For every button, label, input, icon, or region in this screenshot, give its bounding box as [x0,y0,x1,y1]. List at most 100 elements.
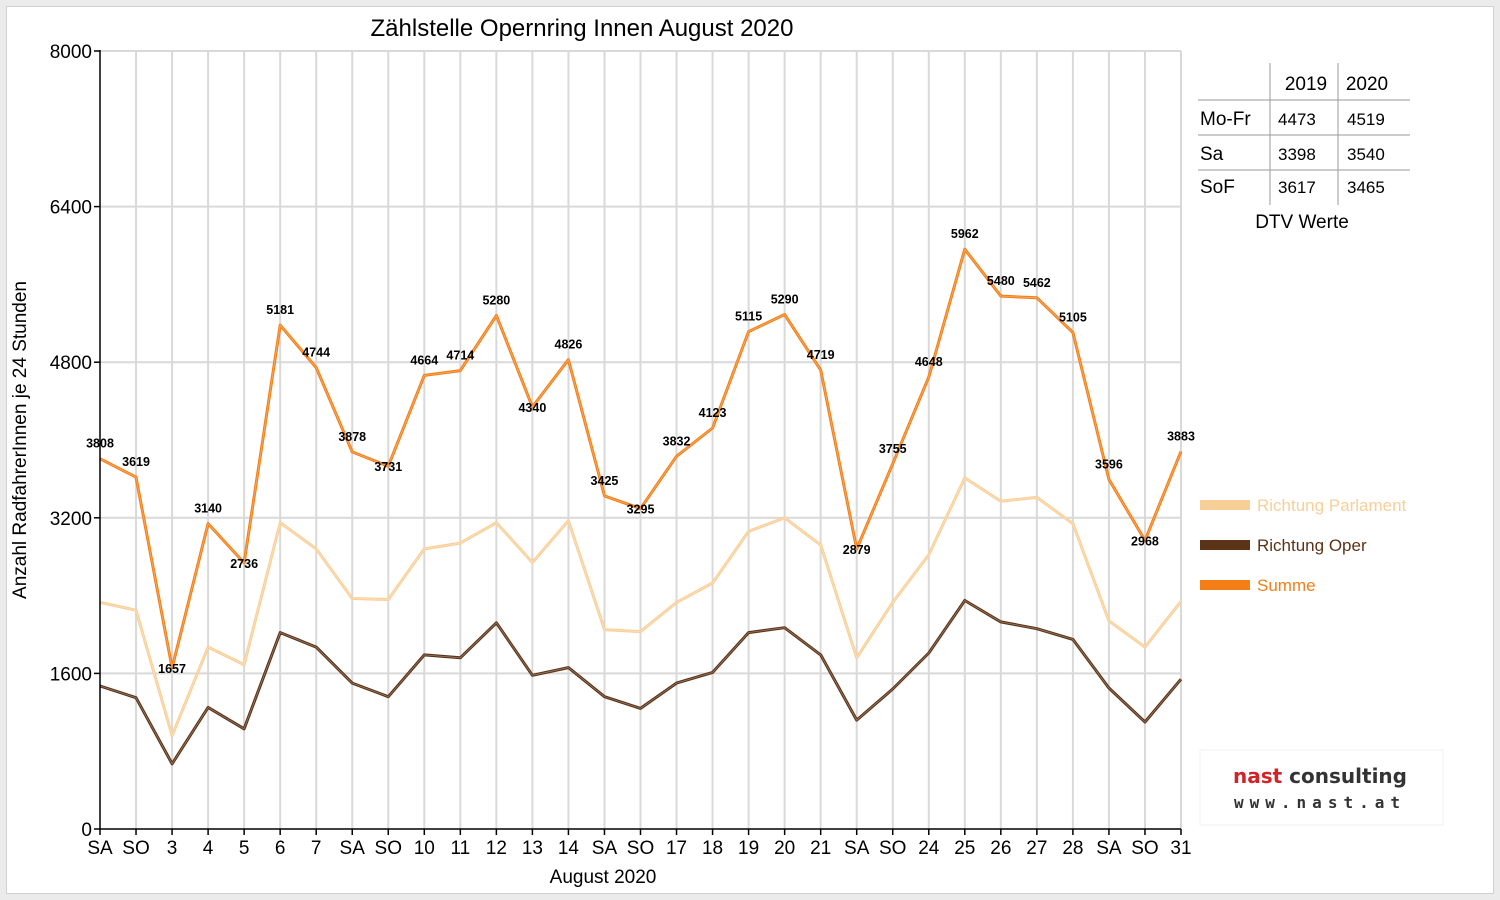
data-label: 4340 [518,401,546,415]
data-label: 3295 [627,503,655,517]
data-label: 5181 [266,303,294,317]
grid-layer [100,50,1182,829]
x-tick-label: SO [879,838,906,859]
data-label: 3140 [194,502,222,516]
y-axis-label: Anzahl RadfahrerInnen je 24 Stunden [10,281,31,599]
data-label: 4744 [302,346,330,360]
x-tick-label: SA [592,838,618,859]
dtv-row-label: Sa [1200,144,1224,165]
x-tick-label: 18 [702,838,723,859]
x-tick-label: SO [627,838,654,859]
x-tick-label: SA [340,838,366,859]
series-line-1 [99,599,1183,766]
data-label: 5115 [735,310,762,324]
x-tick-label: 27 [1026,838,1047,859]
series-highlight-0 [99,477,1182,737]
y-tick-labels: 0 1600 3200 4800 6400 8000 [50,42,92,841]
legend-swatch [1200,580,1250,590]
data-label: 3832 [663,434,691,448]
x-tick-label: 5 [239,838,250,859]
x-tick-label: 24 [918,838,940,859]
legend: Richtung Parlament Richtung Oper Summe [1200,496,1407,595]
data-label: 3808 [86,437,114,451]
chart-frame [6,6,1494,894]
x-tick-label: SO [375,838,402,859]
data-label: 3755 [879,442,907,456]
data-label: 4826 [555,338,583,352]
data-label: 4714 [446,349,474,363]
logo-consulting-text: consulting [1282,764,1407,788]
data-label: 4664 [410,353,438,367]
x-axis-label: August 2020 [550,867,657,888]
x-tick-label: 20 [774,838,795,859]
x-tick-label: 4 [203,838,214,859]
x-tick-label: 13 [522,838,543,859]
y-tick-label: 1600 [50,664,92,685]
legend-label: Summe [1257,576,1316,595]
data-label: 4719 [807,348,835,362]
dtv-row-label: SoF [1200,177,1235,198]
x-tick-label: 11 [450,838,470,859]
data-label: 3596 [1095,457,1123,471]
series-highlight-1 [99,599,1182,765]
x-tick-label: SO [1131,838,1158,859]
data-label: 2879 [843,543,871,557]
y-tick-label: 3200 [50,509,92,530]
data-label: 3731 [374,460,402,474]
x-tick-label: 14 [558,838,580,859]
x-tick-label: 7 [311,838,322,859]
logo-nast-text: nast [1233,764,1283,788]
x-tick-label: 3 [167,838,178,859]
data-label: 4648 [915,355,943,369]
legend-swatch [1200,500,1250,510]
data-label: 2968 [1131,534,1159,548]
data-label: 1657 [158,662,186,676]
x-tick-label: 28 [1062,838,1083,859]
x-tick-label: 19 [738,838,759,859]
x-tick-label: SA [1096,838,1122,859]
dtv-cell-2019: 3398 [1278,145,1316,164]
axis-layer [94,50,1182,835]
x-tick-labels: SA SO 3 4 5 6 7 SA SO 10 11 12 13 14 SA SO 17 18 19 20 21 SA S… [87,838,1191,859]
dtv-cell-2020: 3465 [1347,178,1385,197]
data-label: 5962 [951,227,979,241]
data-label: 3878 [338,430,366,444]
x-tick-label: 21 [810,838,831,859]
dtv-header-2019: 2019 [1285,74,1327,95]
data-label: 2736 [230,557,258,571]
data-label: 5290 [771,293,799,307]
series-highlight-2 [99,248,1182,668]
y-tick-label: 4800 [50,353,92,374]
x-tick-label: SA [844,838,870,859]
dtv-cell-2019: 4473 [1278,110,1316,129]
x-tick-label: SO [122,838,149,859]
x-tick-label: 10 [414,838,435,859]
series-layer [99,247,1183,766]
data-label: 3425 [591,474,619,488]
legend-label: Richtung Oper [1257,536,1367,555]
data-label: 3883 [1167,429,1195,443]
logo-wordmark: nast consulting [1233,764,1407,788]
nast-consulting-logo: nast consulting www.nast.at [1199,749,1444,826]
dtv-cell-2020: 4519 [1347,110,1385,129]
dtv-table: 2019 2020 Mo-Fr 4473 4519 Sa 3398 3540 S… [1198,63,1410,233]
dtv-caption: DTV Werte [1255,212,1349,233]
y-tick-label: 8000 [50,42,92,63]
series-line-2 [99,247,1183,670]
x-tick-label: 26 [990,838,1011,859]
dtv-row-label: Mo-Fr [1200,109,1251,130]
legend-swatch [1200,540,1250,550]
y-tick-label: 0 [81,820,92,841]
y-tick-label: 6400 [50,198,92,219]
legend-label: Richtung Parlament [1257,496,1407,515]
x-tick-label: 12 [486,838,507,859]
chart-title: Zählstelle Opernring Innen August 2020 [371,15,794,42]
data-label: 5480 [987,274,1015,288]
x-tick-label: 17 [666,838,687,859]
dtv-header-2020: 2020 [1346,74,1388,95]
series-line-0 [99,476,1183,738]
data-label: 5105 [1059,311,1087,325]
dtv-cell-2019: 3617 [1278,178,1316,197]
dtv-cell-2020: 3540 [1347,145,1385,164]
